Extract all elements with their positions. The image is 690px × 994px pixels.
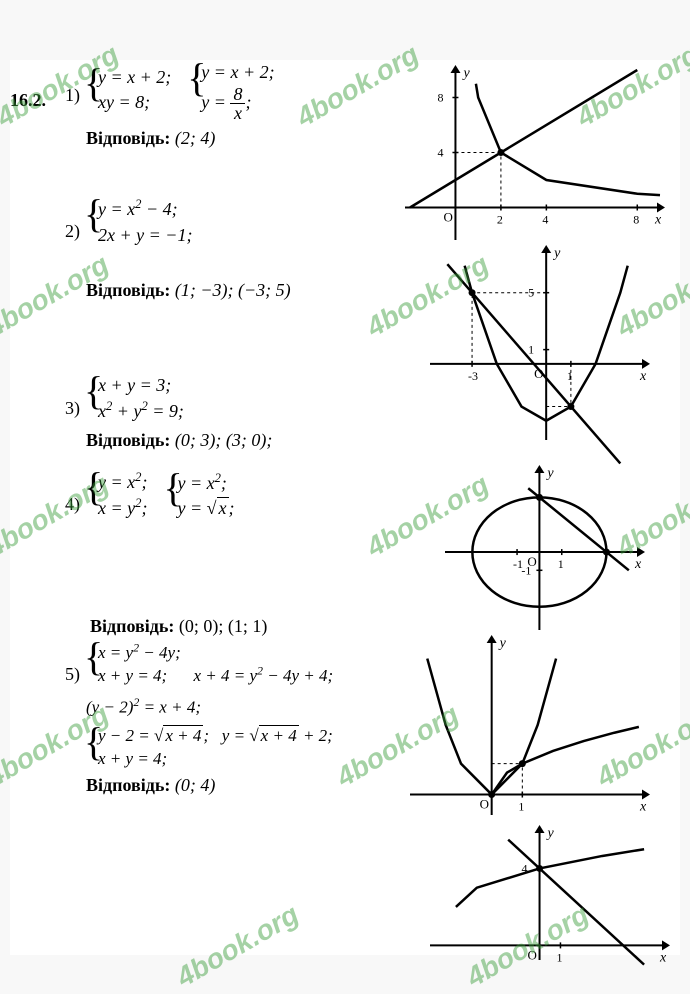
svg-text:x: x xyxy=(639,800,647,815)
answer-1: Відповідь: (2; 4) xyxy=(86,126,476,151)
answer-5: Відповідь: (0; 4) xyxy=(86,773,476,798)
eq: y = x; xyxy=(177,497,234,518)
eq: x = y2 − 4y; xyxy=(98,643,181,662)
math-2: y = x2 − 4; 2x + y = −1; Відповідь: (1; … xyxy=(86,196,476,303)
problem-number: 16.2. xyxy=(10,60,65,111)
svg-text:O: O xyxy=(528,947,537,962)
svg-text:y: y xyxy=(546,826,555,841)
eq: y = 8x; xyxy=(201,92,251,112)
svg-text:O: O xyxy=(480,797,489,812)
eq: y − 2 = x + 4; y = x + 4 + 2; xyxy=(98,725,333,745)
eq: y = x + 2; xyxy=(201,62,274,82)
problem-3: 3) x + y = 3; x2 + y2 = 9; Відповідь: (0… xyxy=(10,373,680,454)
svg-text:-1: -1 xyxy=(521,563,531,577)
math-5: x = y2 − 4y; x + y = 4; x + 4 = y2 − 4y … xyxy=(86,639,476,798)
answer-3: Відповідь: (0; 3); (3; 0); xyxy=(86,428,476,453)
watermark: 4book.org xyxy=(461,898,594,993)
svg-text:O: O xyxy=(527,554,536,569)
problem-1: 16.2. 1) y = x + 2; xy = 8; y = x + 2; y… xyxy=(10,60,680,151)
math-1: y = x + 2; xy = 8; y = x + 2; y = 8x; Ві… xyxy=(86,60,476,151)
problem-2: 2) y = x2 − 4; 2x + y = −1; Відповідь: (… xyxy=(10,196,680,303)
sub-label-3: 3) xyxy=(65,373,80,419)
answer-4: Відповідь: (0; 0); (1; 1) xyxy=(90,616,680,637)
sub-label-2: 2) xyxy=(65,196,80,242)
eq: x = y2; xyxy=(98,498,147,518)
problem-4: 4) y = x2; x = y2; y = x2; y = x; xyxy=(10,469,680,521)
watermark: 4book.org xyxy=(171,898,304,993)
svg-text:1: 1 xyxy=(528,343,534,357)
svg-text:1: 1 xyxy=(518,800,524,814)
math-4: y = x2; x = y2; y = x2; y = x; xyxy=(86,469,476,521)
svg-text:x: x xyxy=(659,950,667,965)
answer-2: Відповідь: (1; −3); (−3; 5) xyxy=(86,278,476,303)
eq: x2 + y2 = 9; xyxy=(98,401,184,421)
eq: (y − 2)2 = x + 4; xyxy=(86,694,476,719)
chart-5: x y O 1 4 xyxy=(430,825,670,965)
eq: xy = 8; xyxy=(98,92,150,112)
eq: x + y = 4; xyxy=(98,666,167,685)
sub-label-5: 5) xyxy=(65,639,80,685)
sub-label-4: 4) xyxy=(65,469,80,515)
eq: x + y = 3; xyxy=(98,375,171,395)
svg-text:x: x xyxy=(634,557,642,572)
eq: x + y = 4; xyxy=(98,749,167,768)
eq: y = x + 2; xyxy=(98,67,171,87)
svg-text:-1: -1 xyxy=(513,557,523,571)
eq: 2x + y = −1; xyxy=(98,225,192,245)
svg-text:4: 4 xyxy=(522,861,528,875)
svg-text:1: 1 xyxy=(556,950,562,964)
eq: x + 4 = y2 − 4y + 4; xyxy=(193,666,333,685)
math-3: x + y = 3; x2 + y2 = 9; Відповідь: (0; 3… xyxy=(86,373,476,454)
eq: y = x2 − 4; xyxy=(98,199,178,219)
svg-text:1: 1 xyxy=(558,557,564,571)
eq: y = x2; xyxy=(98,472,147,492)
sub-label-1: 1) xyxy=(65,60,80,106)
problem-5: 5) x = y2 − 4y; x + y = 4; x + 4 = y2 − … xyxy=(10,639,680,798)
eq: y = x2; xyxy=(177,473,226,493)
page: 16.2. 1) y = x + 2; xy = 8; y = x + 2; y… xyxy=(10,60,680,955)
